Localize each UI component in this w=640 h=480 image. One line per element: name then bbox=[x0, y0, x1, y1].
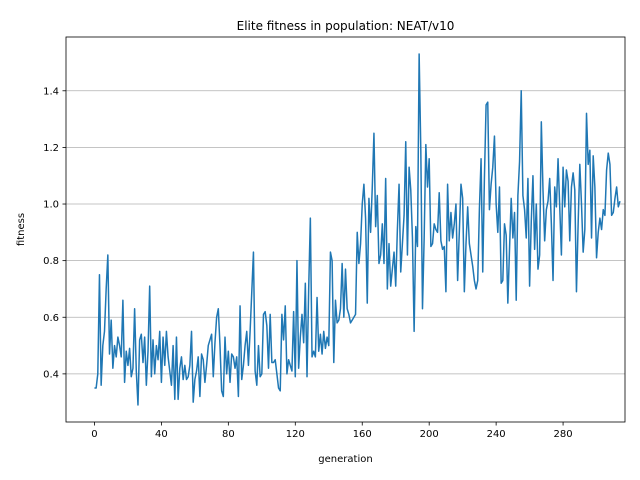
x-tick-label: 280 bbox=[554, 429, 573, 440]
x-tick-label: 40 bbox=[155, 429, 168, 440]
x-tick-label: 240 bbox=[487, 429, 506, 440]
y-tick-label: 0.8 bbox=[43, 256, 59, 267]
series-line bbox=[94, 53, 621, 406]
y-tick-label: 0.4 bbox=[43, 369, 59, 380]
x-tick-label: 80 bbox=[222, 429, 235, 440]
chart-title: Elite fitness in population: NEAT/v10 bbox=[237, 19, 455, 33]
x-tick-label: 200 bbox=[420, 429, 439, 440]
y-tick-label: 1.2 bbox=[43, 143, 59, 154]
y-tick-label: 1.4 bbox=[43, 86, 59, 97]
y-tick-label: 0.6 bbox=[43, 313, 59, 324]
series-layer bbox=[94, 53, 621, 406]
x-tick-label: 160 bbox=[353, 429, 372, 440]
y-axis-ticks: 0.4 0.6 0.8 1.0 1.2 1.4 bbox=[43, 86, 66, 380]
y-axis-label: fitness bbox=[16, 213, 27, 246]
y-tick-label: 1.0 bbox=[43, 200, 59, 211]
x-axis-label: generation bbox=[318, 454, 372, 465]
x-tick-label: 120 bbox=[286, 429, 305, 440]
x-axis-ticks: 0 40 80 120 160 200 240 280 bbox=[91, 422, 573, 440]
plot-frame bbox=[65, 36, 626, 423]
x-tick-label: 0 bbox=[91, 429, 97, 440]
gridlines bbox=[66, 90, 625, 375]
